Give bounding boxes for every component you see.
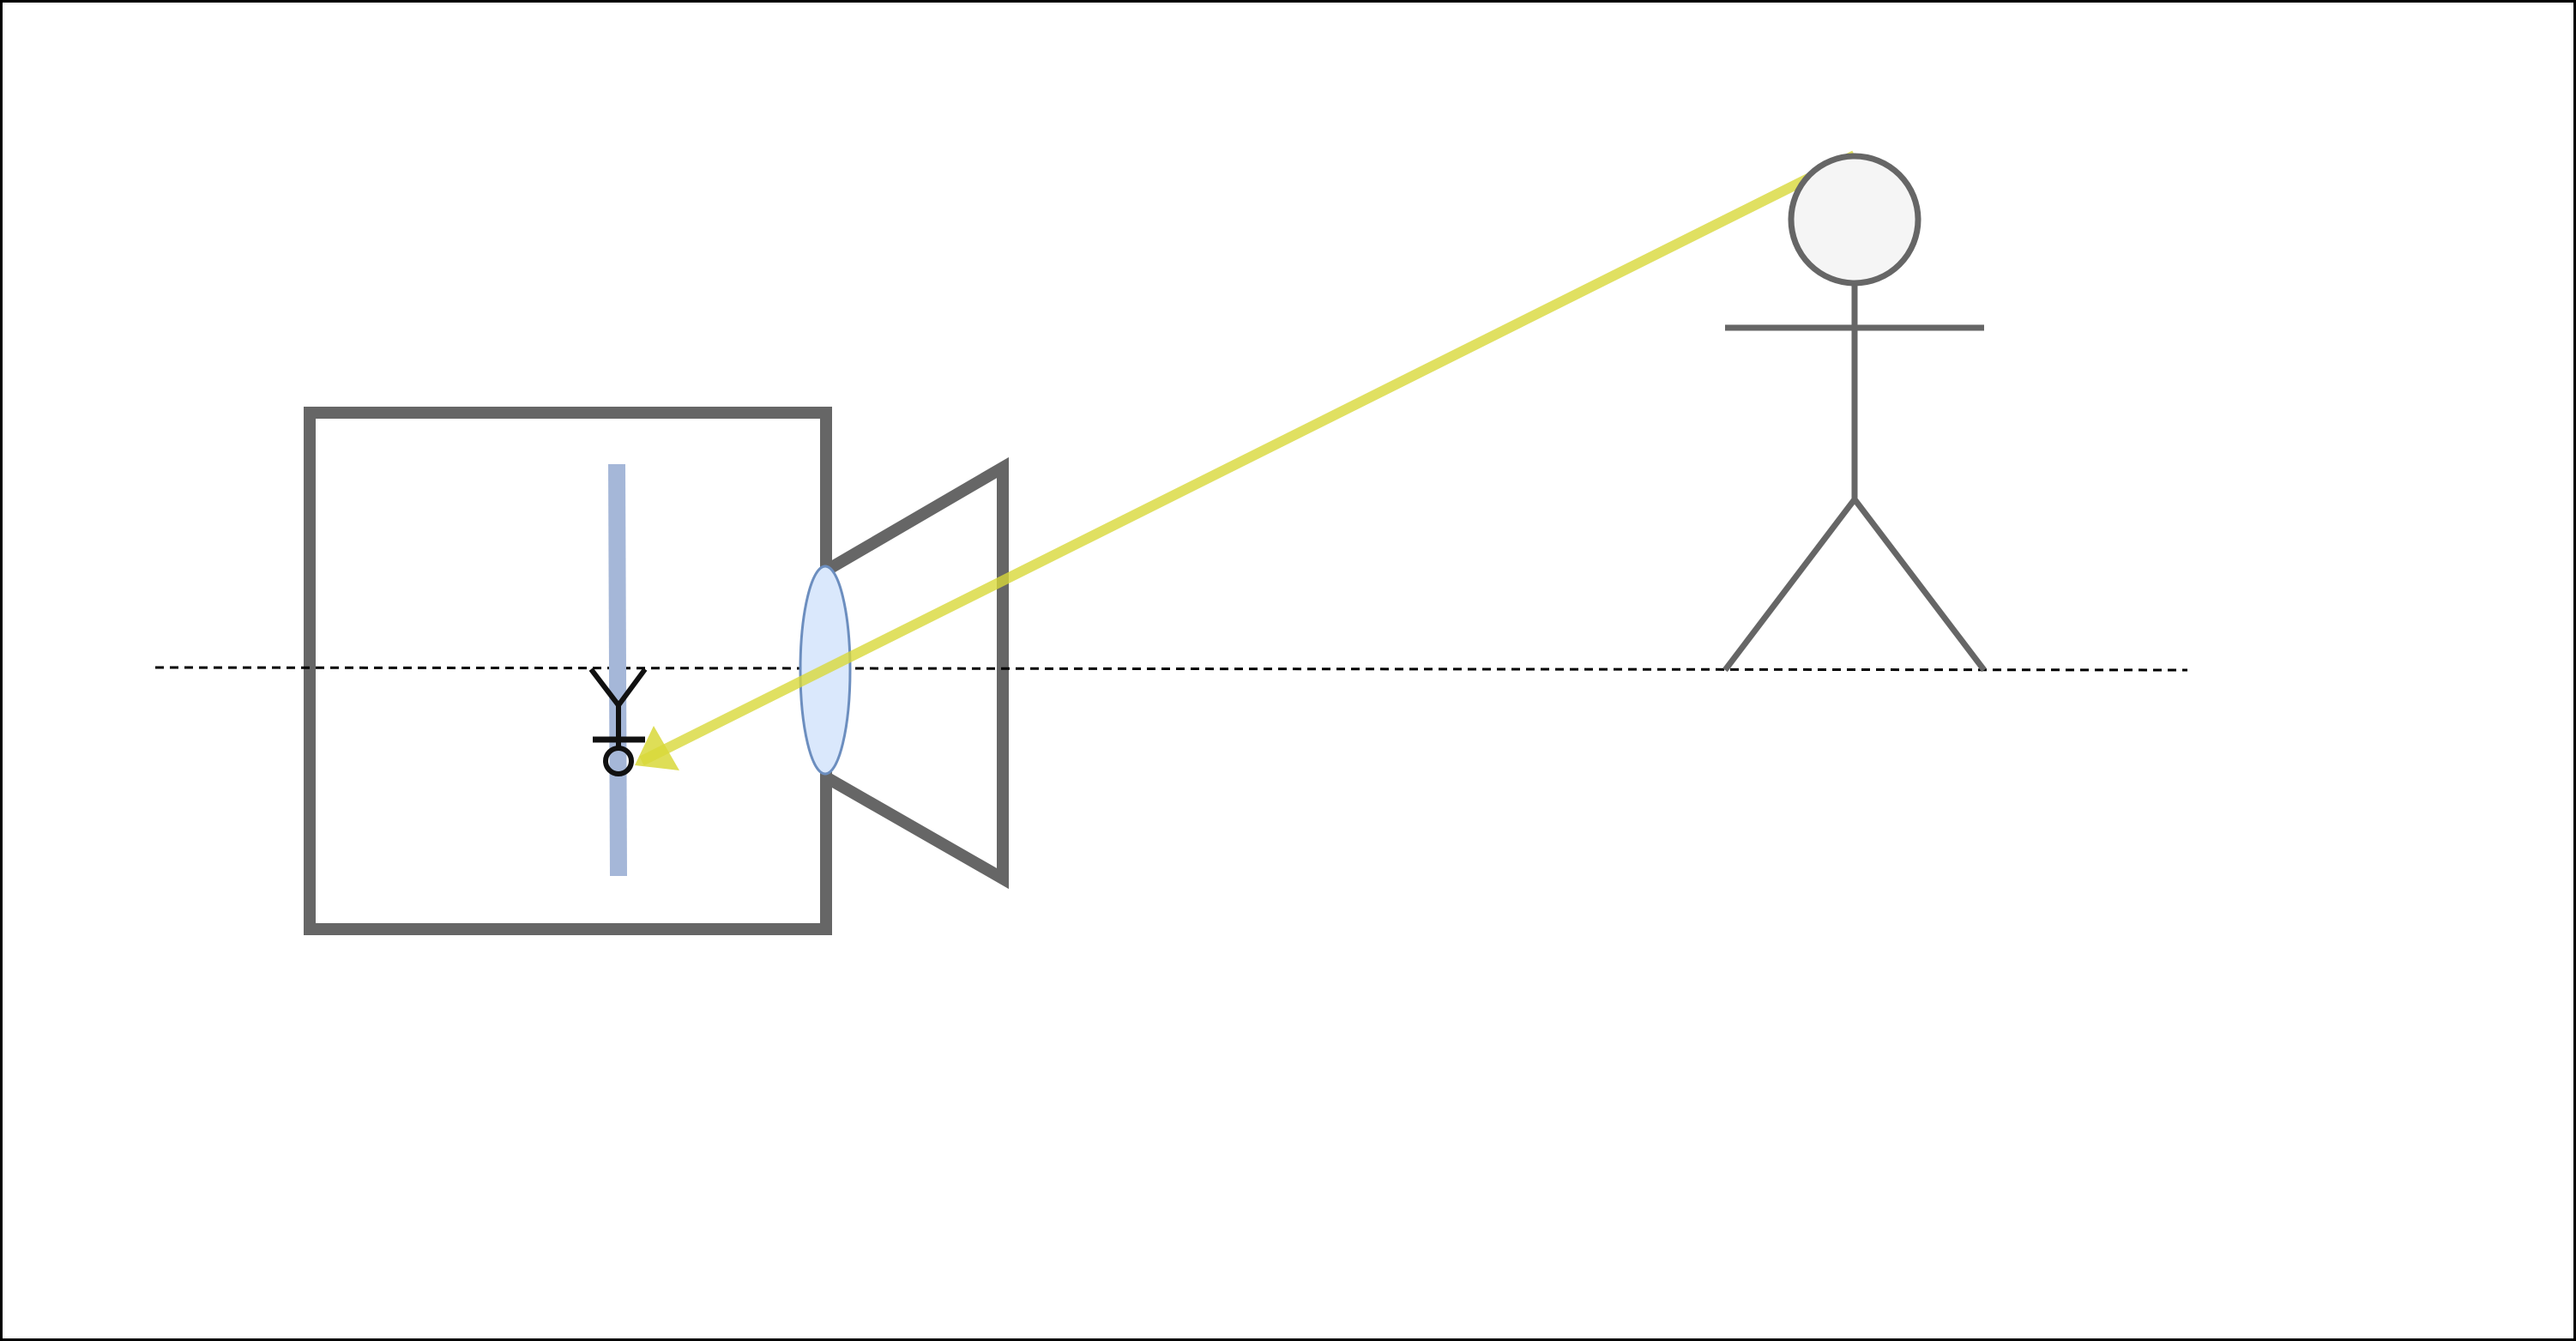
- subject-right-leg: [1852, 497, 1987, 673]
- subject-left-leg: [1722, 497, 1857, 673]
- image-sensor: [608, 463, 627, 877]
- inverted-figure-right-leg: [616, 667, 648, 707]
- camera-lens-hood: [820, 456, 1009, 890]
- camera-body: [304, 407, 832, 935]
- inverted-figure-head: [603, 746, 634, 776]
- subject-stick-figure: [1722, 153, 1987, 673]
- optical-axis: [154, 666, 2188, 672]
- light-ray-arrowhead: [635, 726, 679, 770]
- subject-head: [1788, 153, 1921, 287]
- inverted-figure-left-leg: [588, 667, 621, 707]
- projected-image-inverted-figure: [588, 667, 648, 776]
- light-ray: [639, 150, 1857, 766]
